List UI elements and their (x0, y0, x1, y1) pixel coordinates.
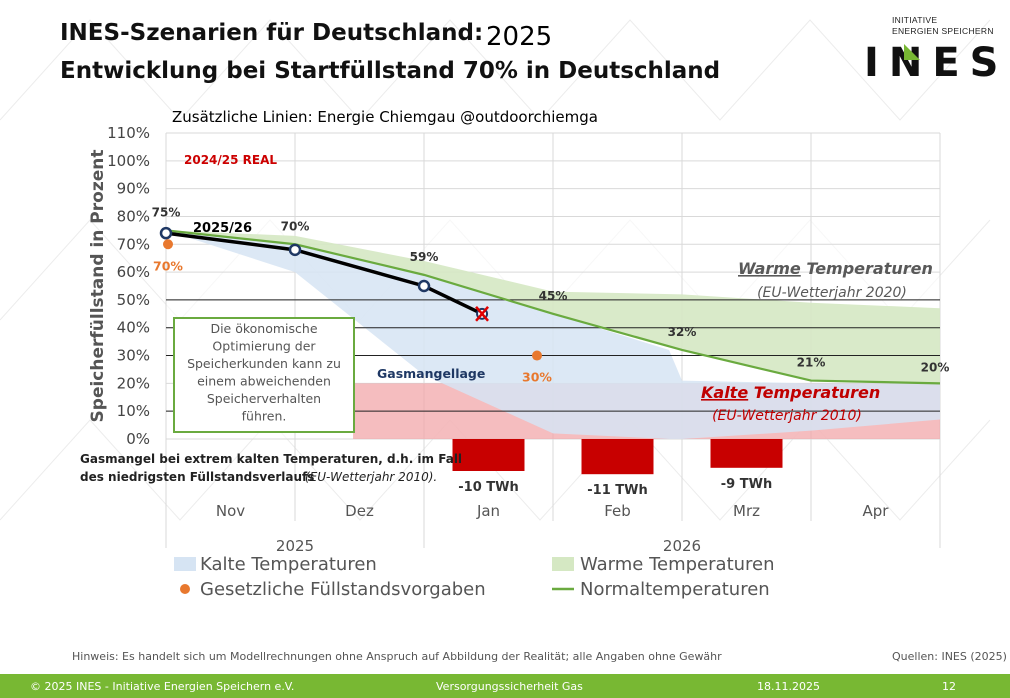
footer-copyright: © 2025 INES - Initiative Energien Speich… (30, 680, 295, 693)
optimization-box (173, 317, 355, 433)
real-series-marker (288, 243, 302, 257)
x-tick-label: Nov (216, 502, 245, 520)
x-tick-label: Feb (604, 502, 631, 520)
footer-date: 18.11.2025 (757, 680, 820, 693)
deficit-label: -9 TWh (721, 477, 772, 492)
legal-target-label: 70% (153, 258, 183, 273)
legend-normal-label: Normaltemperaturen (580, 579, 770, 600)
x-tick-label: Jan (476, 502, 500, 520)
red-cross-icon (475, 306, 489, 322)
optimization-box-line: Speicherverhalten (207, 391, 321, 406)
y-tick-label: 100% (107, 152, 150, 170)
deficit-label: -11 TWh (587, 483, 647, 498)
cold-scenario-subtitle: (EU-Wetterjahr 2010) (712, 408, 862, 424)
y-tick-label: 110% (107, 124, 150, 142)
normal-value-label: 75% (152, 205, 181, 219)
cold-scenario-title: Kalte Temperaturen (701, 383, 880, 402)
y-tick-label: 80% (117, 207, 150, 225)
footer-topic: Versorgungssicherheit Gas (436, 680, 583, 693)
handwritten-year: 2025 (486, 22, 553, 52)
normal-value-label: 20% (921, 360, 950, 374)
normal-value-label: 45% (539, 289, 568, 303)
page-title-line1: INES-Szenarien für Deutschland: (60, 20, 484, 46)
year-group-label: 2026 (663, 537, 701, 555)
legal-target-marker (163, 239, 173, 250)
footer-bar: © 2025 INES - Initiative Energien Speich… (0, 674, 1010, 698)
logo-word: INES (864, 40, 1000, 84)
deficit-bar (710, 439, 783, 468)
y-tick-label: 40% (117, 319, 150, 337)
legend-legal-label: Gesetzliche Füllstandsvorgaben (200, 579, 486, 600)
optimization-box-line: führen. (242, 409, 287, 424)
real-year-label: 2024/25 REAL (184, 153, 277, 167)
year-group-label: 2025 (276, 537, 314, 555)
page-title-line2: Entwicklung bei Startfüllstand 70% in De… (60, 58, 721, 84)
real-series-line (165, 231, 483, 316)
warm-scenario-title: Warme Temperaturen (738, 259, 933, 278)
y-tick-label: 10% (117, 402, 150, 420)
optimization-box-line: Die ökonomische (210, 321, 317, 336)
real-series-label: 2025/26 (193, 221, 252, 236)
y-tick-label: 0% (126, 430, 150, 448)
optimization-box-line: Optimierung der (212, 339, 316, 354)
sources: Quellen: INES (2025) (892, 650, 1007, 663)
logo-triangle-icon (904, 44, 920, 60)
y-tick-label: 70% (117, 235, 150, 253)
legend-warm-swatch (552, 557, 574, 571)
logo-subtitle-2: ENERGIEN SPEICHERN (892, 26, 994, 36)
legend-warm-label: Warme Temperaturen (580, 554, 775, 575)
y-tick-label: 60% (117, 263, 150, 281)
footer-page: 12 (942, 680, 956, 693)
deficit-bar (452, 439, 525, 471)
optimization-box-line: Speicherkunden kann zu (187, 356, 341, 371)
y-axis-title: Speicherfüllstand in Prozent (88, 150, 108, 423)
y-tick-label: 90% (117, 180, 150, 198)
deficit-label: -10 TWh (458, 480, 518, 495)
shortage-note-line1: Gasmangel bei extrem kalten Temperaturen… (80, 452, 462, 466)
y-tick-label: 50% (117, 291, 150, 309)
x-tick-label: Dez (345, 502, 374, 520)
cold-temperature-band (166, 230, 940, 439)
normal-value-label: 32% (668, 325, 697, 339)
x-tick-label: Apr (863, 502, 890, 520)
warm-title-rest: Temperaturen (801, 259, 933, 278)
optimization-box-line: einem abweichenden (197, 374, 331, 389)
real-series-marker (159, 226, 173, 240)
warm-title-keyword: Warme (738, 259, 801, 278)
legend-cold-label: Kalte Temperaturen (200, 554, 377, 575)
shortage-note-line2: des niedrigsten Füllstandsverlaufs (80, 470, 314, 484)
y-tick-label: 20% (117, 374, 150, 392)
cold-title-keyword: Kalte (701, 383, 748, 402)
extra-lines-note: Zusätzliche Linien: Energie Chiemgau @ou… (172, 108, 598, 126)
legend-legal-marker (180, 584, 190, 594)
warm-temperature-band (166, 230, 940, 384)
cold-title-rest: Temperaturen (748, 383, 880, 402)
footnote: Hinweis: Es handelt sich um Modellrechnu… (72, 650, 722, 663)
x-tick-label: Mrz (733, 502, 760, 520)
legal-target-label: 30% (522, 370, 552, 385)
shortage-zone-label: Gasmangellage (377, 366, 485, 381)
warm-scenario-subtitle: (EU-Wetterjahr 2020) (757, 285, 907, 301)
normal-value-label: 59% (410, 250, 439, 264)
real-series-marker (417, 279, 431, 293)
legend-cold-swatch (174, 557, 196, 571)
normal-value-label: 70% (281, 219, 310, 233)
legal-target-marker (532, 350, 542, 361)
ines-logo: INES (864, 40, 1000, 84)
normal-value-label: 21% (797, 356, 826, 370)
deficit-bar (581, 439, 654, 475)
logo-subtitle-1: INITIATIVE (892, 15, 938, 25)
y-tick-label: 30% (117, 347, 150, 365)
shortage-note-italic: (EU-Wetterjahr 2010). (305, 470, 437, 484)
